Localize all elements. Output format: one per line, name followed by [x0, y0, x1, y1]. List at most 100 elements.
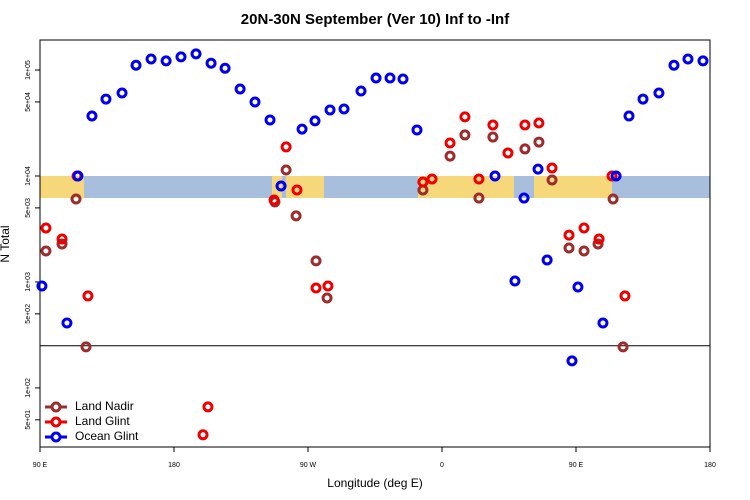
point [653, 87, 665, 99]
point [518, 192, 530, 204]
x-tick-label: 90 E [33, 462, 48, 469]
y-tick-label: 5e+04 [25, 92, 32, 112]
point [280, 164, 292, 176]
point [72, 170, 84, 182]
legend-marker [50, 416, 62, 428]
point [533, 117, 545, 129]
point [668, 59, 680, 71]
legend-label: Land Nadir [75, 399, 134, 413]
point [444, 137, 456, 149]
point [597, 317, 609, 329]
point [566, 355, 578, 367]
point [310, 255, 322, 267]
point [546, 162, 558, 174]
point [610, 170, 622, 182]
point [322, 280, 334, 292]
point [489, 170, 501, 182]
point [100, 93, 112, 105]
legend-marker [50, 431, 62, 443]
map-strip [40, 176, 710, 198]
land-region [40, 176, 84, 198]
point [145, 53, 157, 65]
point [280, 141, 292, 153]
point [197, 429, 209, 441]
point [338, 103, 350, 115]
point [190, 48, 202, 60]
point [234, 83, 246, 95]
land-region [286, 176, 324, 198]
point [532, 163, 544, 175]
point [202, 401, 214, 413]
y-tick-label: 5e+03 [25, 198, 32, 218]
point [578, 222, 590, 234]
land-region [534, 176, 612, 198]
point [426, 173, 438, 185]
point [546, 174, 558, 186]
point [519, 143, 531, 155]
y-tick-label: 1e+04 [25, 166, 32, 186]
point [593, 233, 605, 245]
point [592, 238, 604, 250]
point [70, 193, 82, 205]
point [563, 229, 575, 241]
point [321, 292, 333, 304]
point [86, 110, 98, 122]
point [541, 254, 553, 266]
x-axis-label: Longitude (deg E) [327, 476, 422, 490]
point [397, 73, 409, 85]
point [205, 57, 217, 69]
x-tick-label: 180 [704, 462, 716, 469]
point [487, 119, 499, 131]
point [697, 55, 709, 67]
point [36, 280, 48, 292]
legend-marker [50, 401, 62, 413]
point [275, 180, 287, 192]
point [607, 193, 619, 205]
point [56, 238, 68, 250]
y-axis-label: N Total [0, 225, 12, 262]
point [56, 233, 68, 245]
point [264, 114, 276, 126]
point [578, 245, 590, 257]
x-tick-label: 0 [440, 462, 444, 469]
legend-label: Ocean Glint [75, 429, 139, 443]
point [130, 59, 142, 71]
point [623, 110, 635, 122]
land-region [418, 176, 514, 198]
point [519, 119, 531, 131]
point [533, 136, 545, 148]
x-tick-label: 90 W [300, 462, 317, 469]
point [40, 222, 52, 234]
point [249, 96, 261, 108]
point [291, 184, 303, 196]
point [572, 281, 584, 293]
point [309, 115, 321, 127]
point [411, 124, 423, 136]
point [473, 192, 485, 204]
x-tick-label: 90 E [569, 462, 584, 469]
y-tick-label: 1e+02 [25, 378, 32, 398]
point [324, 104, 336, 116]
point [617, 341, 629, 353]
point [487, 131, 499, 143]
point [116, 87, 128, 99]
point [160, 55, 172, 67]
point [290, 210, 302, 222]
point [563, 242, 575, 254]
point [370, 72, 382, 84]
point [417, 176, 429, 188]
legend-label: Land Glint [75, 414, 130, 428]
plot-frame [39, 39, 711, 448]
point [682, 53, 694, 65]
point [619, 290, 631, 302]
point [310, 282, 322, 294]
point [459, 111, 471, 123]
point [80, 341, 92, 353]
point [219, 62, 231, 74]
point [82, 290, 94, 302]
y-tick-label: 5e+02 [25, 304, 32, 324]
point [459, 129, 471, 141]
y-tick-label: 1e+05 [25, 60, 32, 80]
y-tick-label: 1e+03 [25, 272, 32, 292]
point [384, 72, 396, 84]
